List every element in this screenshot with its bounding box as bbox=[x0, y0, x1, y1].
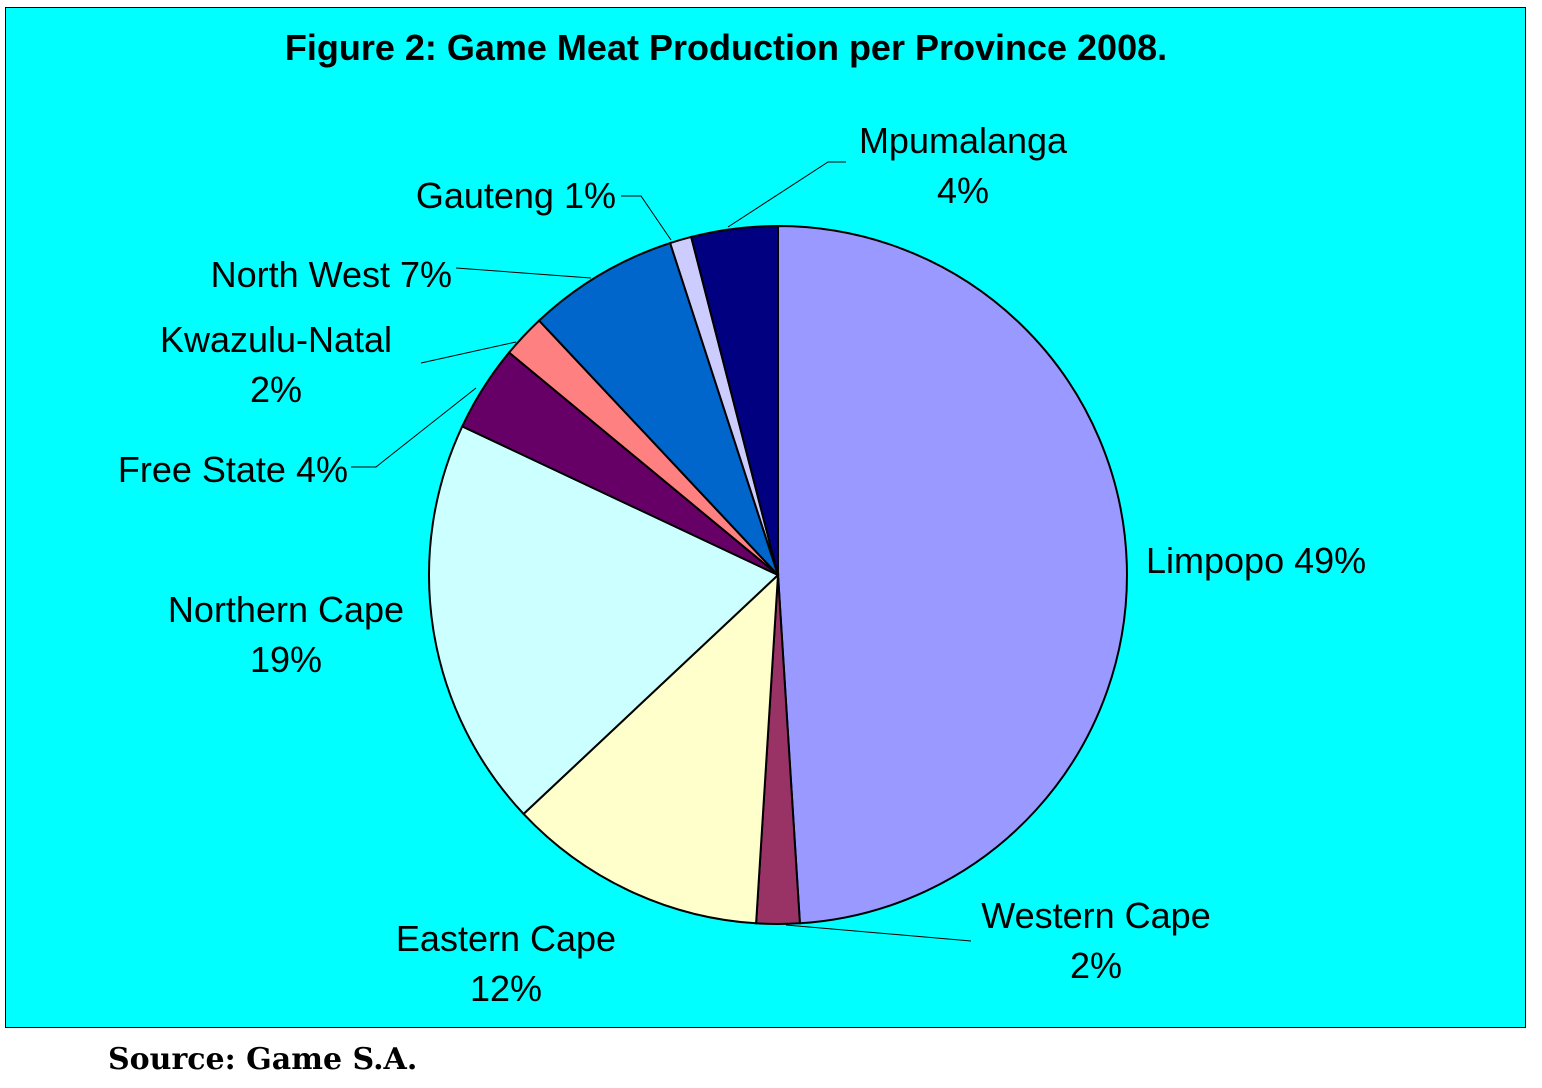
pie-slice-mpumalanga bbox=[689, 224, 779, 576]
pie-slices bbox=[428, 224, 1128, 925]
chart-frame: Figure 2: Game Meat Production per Provi… bbox=[5, 7, 1526, 1028]
slice-label: North West 7% bbox=[211, 254, 452, 295]
leader-line bbox=[420, 341, 517, 364]
slice-labels: Limpopo 49% Western Cape 2% Eastern Cape 12%… bbox=[118, 120, 1366, 1009]
pie-slice-northern-cape bbox=[428, 425, 780, 816]
slice-label: Mpumalanga 4% bbox=[859, 120, 1068, 211]
slice-label: Limpopo 49% bbox=[1146, 540, 1366, 581]
pie-chart: Figure 2: Game Meat Production per Provi… bbox=[118, 27, 1366, 1009]
slice-label: Free State 4% bbox=[118, 449, 348, 490]
leader-line bbox=[351, 387, 477, 468]
chart-title: Figure 2: Game Meat Production per Provi… bbox=[285, 27, 1167, 68]
leader-line bbox=[785, 924, 972, 942]
leader-lines bbox=[351, 161, 972, 942]
leader-line bbox=[621, 195, 672, 241]
slice-label: Western Cape 2% bbox=[981, 895, 1210, 986]
slice-label: Gauteng 1% bbox=[416, 175, 616, 216]
pie-slice-north-west bbox=[537, 241, 779, 576]
leader-line bbox=[727, 161, 846, 228]
leader-line bbox=[455, 267, 592, 279]
pie-slice-limpopo bbox=[777, 224, 1128, 925]
slice-label: Northern Cape 19% bbox=[168, 589, 404, 680]
pie-slice-eastern-cape bbox=[522, 572, 780, 925]
slice-label: Eastern Cape 12% bbox=[396, 918, 616, 1009]
slice-label: Kwazulu-Natal 2% bbox=[160, 319, 392, 410]
source-note: Source: Game S.A. bbox=[108, 1042, 418, 1077]
